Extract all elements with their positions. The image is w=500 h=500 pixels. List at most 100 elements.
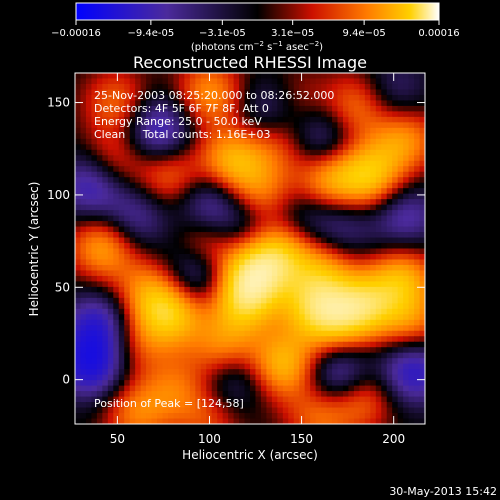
heatmap-cell <box>184 286 191 293</box>
heatmap-cell <box>310 413 317 420</box>
heatmap-cell <box>299 166 306 173</box>
heatmap-cell <box>397 210 404 217</box>
heatmap-cell <box>228 111 235 118</box>
heatmap-cell <box>140 149 147 156</box>
heatmap-cell <box>359 336 366 343</box>
heatmap-cell <box>135 100 142 107</box>
heatmap-cell <box>419 177 425 184</box>
heatmap-cell <box>118 264 125 272</box>
heatmap-cell <box>386 308 393 315</box>
heatmap-cell <box>419 347 425 354</box>
heatmap-cell <box>124 352 131 359</box>
heatmap-cell <box>189 407 196 414</box>
heatmap-cell <box>167 292 175 299</box>
heatmap-cell <box>222 314 229 321</box>
heatmap-cell <box>189 352 196 359</box>
heatmap-cell <box>315 237 322 244</box>
heatmap-cell <box>310 336 317 343</box>
heatmap-cell <box>118 221 125 228</box>
heatmap-cell <box>195 374 202 381</box>
heatmap-cell <box>75 116 82 123</box>
heatmap-cell <box>277 237 284 244</box>
heatmap-cell <box>200 418 207 424</box>
heatmap-cell <box>375 259 382 266</box>
heatmap-cell <box>184 226 191 233</box>
heatmap-cell <box>342 352 350 359</box>
heatmap-cell <box>414 358 421 365</box>
heatmap-cell <box>222 385 229 392</box>
heatmap-cell <box>129 341 136 348</box>
heatmap-cell <box>353 144 360 151</box>
heatmap-cell <box>419 94 425 102</box>
heatmap-cell <box>414 275 421 282</box>
heatmap-cell <box>353 385 360 392</box>
heatmap-cell <box>386 248 393 255</box>
heatmap-cell <box>211 188 218 195</box>
heatmap-cell <box>392 149 399 156</box>
heatmap-cell <box>129 94 136 102</box>
heatmap-cell <box>96 100 103 107</box>
heatmap-cell <box>419 100 425 107</box>
heatmap-cell <box>135 188 142 195</box>
heatmap-cell <box>332 149 339 156</box>
heatmap-cell <box>157 221 164 228</box>
heatmap-cell <box>140 73 147 80</box>
heatmap-cell <box>222 144 229 151</box>
heatmap-cell <box>260 303 268 310</box>
heatmap-cell <box>326 385 333 392</box>
heatmap-cell <box>91 166 98 173</box>
heatmap-cell <box>386 275 393 282</box>
heatmap-cell <box>189 160 196 167</box>
heatmap-cell <box>353 363 360 370</box>
heatmap-cell <box>293 232 300 239</box>
heatmap-cell <box>288 221 295 228</box>
heatmap-cell <box>228 243 235 250</box>
heatmap-cell <box>250 380 257 387</box>
heatmap-cell <box>189 297 196 304</box>
heatmap-cell <box>195 210 202 217</box>
heatmap-cell <box>250 226 257 233</box>
heatmap-cell <box>178 122 185 129</box>
heatmap-cell <box>293 374 300 381</box>
heatmap-cell <box>266 248 273 255</box>
heatmap-cell <box>359 374 366 381</box>
heatmap-cell <box>397 160 404 167</box>
heatmap-cell <box>189 292 196 299</box>
heatmap-cell <box>167 347 175 354</box>
heatmap-cell <box>386 347 393 354</box>
heatmap-cell <box>271 303 278 310</box>
heatmap-cell <box>348 127 355 134</box>
heatmap-cell <box>80 94 87 102</box>
heatmap-cell <box>299 243 306 250</box>
heatmap-cell <box>239 133 246 140</box>
heatmap-cell <box>326 89 333 96</box>
heatmap-cell <box>135 264 142 272</box>
heatmap-cell <box>211 122 218 129</box>
heatmap-cell <box>167 100 175 107</box>
heatmap-cell <box>233 237 240 244</box>
heatmap-cell <box>315 314 322 321</box>
heatmap-cell <box>282 127 289 134</box>
heatmap-cell <box>332 122 339 129</box>
heatmap-cell <box>364 83 371 91</box>
heatmap-cell <box>217 111 224 118</box>
heatmap-cell <box>146 133 153 140</box>
heatmap-cell <box>375 122 382 129</box>
heatmap-cell <box>233 303 240 310</box>
heatmap-cell <box>255 149 262 156</box>
heatmap-cell <box>277 248 284 255</box>
heatmap-cell <box>381 237 388 244</box>
heatmap-cell <box>157 215 164 222</box>
heatmap-cell <box>173 402 180 409</box>
heatmap-cell <box>304 204 311 211</box>
heatmap-cell <box>135 83 142 91</box>
heatmap-cell <box>397 100 404 107</box>
heatmap-cell <box>299 303 306 310</box>
heatmap-cell <box>189 127 196 134</box>
heatmap-cell <box>397 83 404 91</box>
heatmap-cell <box>107 83 114 91</box>
heatmap-cell <box>102 330 109 337</box>
heatmap-cell <box>75 286 82 293</box>
heatmap-cell <box>392 413 399 420</box>
heatmap-cell <box>348 407 355 414</box>
